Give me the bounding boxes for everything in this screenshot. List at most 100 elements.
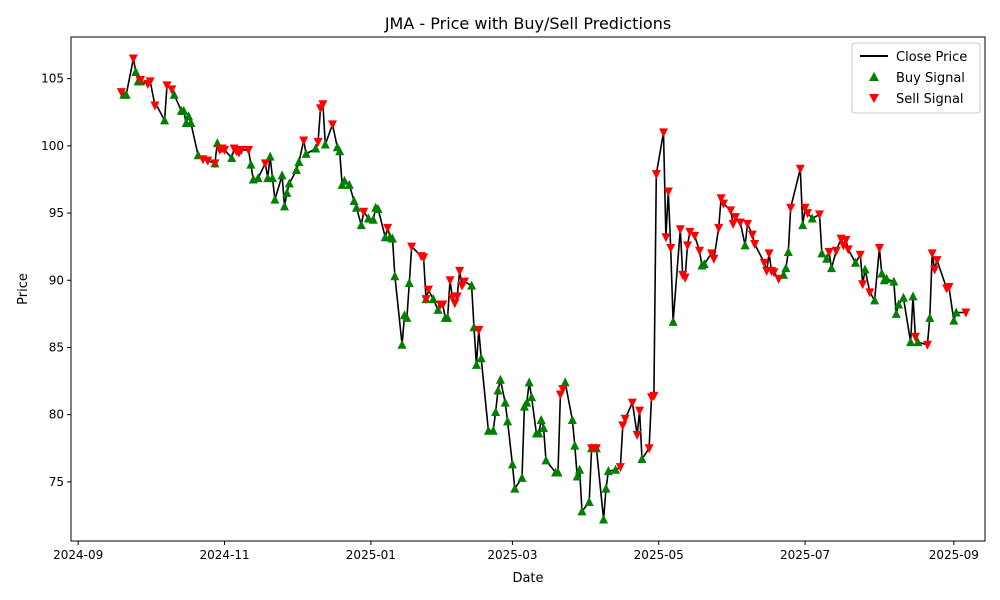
- sell-signal-point: [680, 273, 690, 283]
- buy-signal-point: [467, 280, 477, 290]
- y-tick-label: 75: [49, 475, 64, 489]
- buy-signal-point: [522, 397, 532, 407]
- x-tick-label: 2025-09: [929, 548, 979, 562]
- buy-signal-point: [517, 472, 527, 482]
- sell-signal-point: [922, 340, 932, 350]
- x-tick-label: 2024-11: [199, 548, 249, 562]
- buy-signal-point: [560, 377, 570, 387]
- buy-signal-point: [601, 483, 611, 493]
- buy-signal-point: [894, 299, 904, 309]
- x-tick-label: 2024-09: [53, 548, 103, 562]
- buy-signal-point: [320, 139, 330, 149]
- sell-signal-point: [299, 136, 309, 146]
- sell-signal-point: [383, 223, 393, 233]
- buy-signal-point: [870, 295, 880, 305]
- buy-signal-point: [699, 259, 709, 269]
- buy-signal-point: [575, 464, 585, 474]
- y-tick-label: 85: [49, 340, 64, 354]
- sell-signal-point: [649, 391, 659, 401]
- buy-signal-point: [668, 316, 678, 326]
- sell-signal-point: [800, 203, 810, 213]
- buy-signal-point: [781, 263, 791, 273]
- sell-signal-point: [944, 282, 954, 292]
- sell-signal-point: [220, 145, 230, 155]
- buy-signal-point: [301, 148, 311, 158]
- sell-signal-point: [236, 145, 246, 155]
- sell-signal-point: [774, 274, 784, 284]
- sell-signal-point: [421, 295, 431, 305]
- sell-signal-point: [831, 246, 841, 256]
- buy-signal-point: [373, 204, 383, 214]
- buy-signal-point: [572, 471, 582, 481]
- buy-signal-point: [898, 292, 908, 302]
- buy-signal-point: [268, 173, 278, 183]
- sell-signal-point: [474, 325, 484, 335]
- buy-signal-point: [179, 105, 189, 115]
- sell-signal-point: [162, 81, 172, 91]
- sell-signal-point: [824, 248, 834, 258]
- sell-signal-point: [750, 239, 760, 249]
- sell-signal-point: [814, 210, 824, 220]
- sell-signal-point: [666, 244, 676, 254]
- buy-signal-point: [495, 374, 505, 384]
- buy-signal-point: [949, 315, 959, 325]
- buy-signal-point: [906, 337, 916, 347]
- buy-signal-point: [817, 248, 827, 258]
- sell-signal-point: [932, 256, 942, 266]
- buy-signal-point: [253, 173, 263, 183]
- buy-signal-point: [536, 415, 546, 425]
- sell-signal-point: [632, 430, 642, 440]
- buy-signal-point: [186, 118, 196, 128]
- buy-signal-point: [284, 178, 294, 188]
- buy-signal-point: [131, 66, 141, 76]
- sell-signal-point: [459, 277, 469, 287]
- sell-signal-point: [930, 265, 940, 275]
- buy-signal-point: [397, 339, 407, 349]
- sell-signal-point: [858, 280, 868, 290]
- y-axis-label: Price: [16, 273, 31, 305]
- legend: Close Price Buy Signal Sell Signal: [851, 42, 981, 114]
- buy-signal-point: [584, 497, 594, 507]
- sell-signal-point: [116, 88, 126, 98]
- buy-signal-point: [270, 194, 280, 204]
- y-tick-label: 90: [49, 273, 64, 287]
- x-axis-label: Date: [512, 571, 543, 586]
- sell-signal-point: [618, 421, 628, 431]
- buy-signal-point: [294, 156, 304, 166]
- sell-signal-point: [759, 258, 769, 268]
- buy-signal-point: [577, 506, 587, 516]
- y-tick-label: 80: [49, 408, 64, 422]
- buy-signal-point: [637, 454, 647, 464]
- y-tick-label: 100: [41, 139, 64, 153]
- buy-signal-point: [807, 213, 817, 223]
- sell-signal-point: [423, 285, 433, 295]
- sell-signal-point: [635, 406, 645, 416]
- buy-signal-point: [908, 291, 918, 301]
- buy-signal-point: [527, 392, 537, 402]
- sell-signal-point: [210, 159, 220, 169]
- sell-signal-point: [747, 230, 757, 240]
- buy-signal-point: [913, 337, 923, 347]
- buy-signal-point: [570, 440, 580, 450]
- sell-signal-point: [450, 299, 460, 309]
- buy-signal-point: [292, 165, 302, 175]
- chart-title: JMA - Price with Buy/Sell Predictions: [384, 14, 671, 33]
- sell-signal-point: [203, 156, 213, 166]
- sell-signal-point: [709, 254, 719, 264]
- buy-signal-point: [524, 377, 534, 387]
- sell-signal-point: [558, 385, 568, 395]
- buy-signal-point: [539, 423, 549, 433]
- sell-signal-point: [455, 266, 465, 276]
- buy-signal-point: [491, 406, 501, 416]
- sell-signal-point: [663, 187, 673, 197]
- sell-signal-point: [728, 219, 738, 229]
- buy-signal-point: [351, 202, 361, 212]
- sell-signal-point: [841, 235, 851, 245]
- buy-signal-point: [567, 415, 577, 425]
- sell-signal-point: [707, 249, 717, 259]
- x-tick-label: 2025-03: [487, 548, 537, 562]
- buy-signal-point: [798, 220, 808, 230]
- buy-signal-point: [889, 276, 899, 286]
- sell-signal-point: [802, 209, 812, 219]
- sell-signal-point: [445, 276, 455, 286]
